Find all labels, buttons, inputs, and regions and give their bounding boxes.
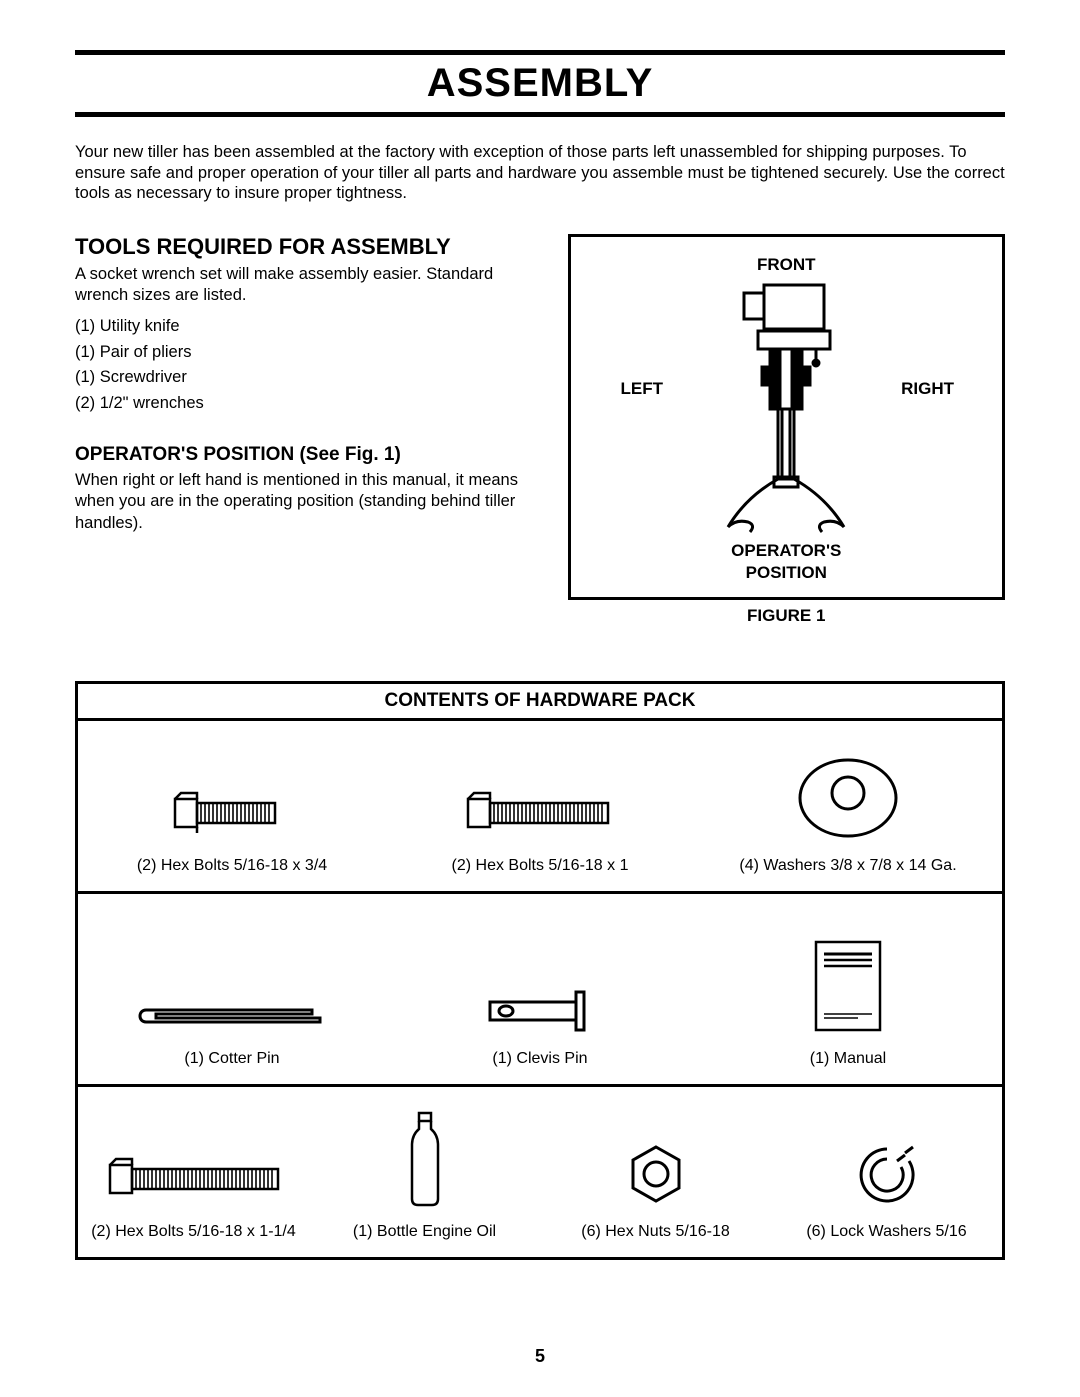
- bottle-icon: [400, 1109, 450, 1209]
- bolt-short-icon: [167, 783, 297, 843]
- bolt-med-icon: [460, 783, 620, 843]
- hardware-cell: (1) Clevis Pin: [386, 894, 694, 1084]
- hardware-table: CONTENTS OF HARDWARE PACK (2) Hex Bolts …: [75, 681, 1005, 1260]
- hardware-cell: (2) Hex Bolts 5/16-18 x 1-1/4: [78, 1087, 309, 1257]
- hardware-cell: (2) Hex Bolts 5/16-18 x 1: [386, 721, 694, 891]
- page-title: ASSEMBLY: [75, 61, 1005, 106]
- tools-intro: A socket wrench set will make assembly e…: [75, 264, 548, 306]
- bolt-long-icon: [104, 1149, 284, 1209]
- hardware-label: (1) Manual: [810, 1050, 886, 1068]
- figure-label-op2: POSITION: [746, 563, 827, 583]
- hardware-label: (6) Hex Nuts 5/16-18: [581, 1223, 730, 1241]
- hardware-label: (2) Hex Bolts 5/16-18 x 1: [452, 857, 629, 875]
- figure-caption: FIGURE 1: [568, 606, 1006, 626]
- tool-item: (1) Screwdriver: [75, 365, 548, 391]
- hardware-cell: (1) Cotter Pin: [78, 894, 386, 1084]
- figure-1: FRONT LEFT RIGHT OPERATOR'S POSITION: [568, 234, 1006, 600]
- hardware-label: (2) Hex Bolts 5/16-18 x 3/4: [137, 857, 327, 875]
- hardware-label: (1) Cotter Pin: [184, 1050, 279, 1068]
- hardware-cell: (1) Manual: [694, 894, 1002, 1084]
- hardware-label: (1) Bottle Engine Oil: [353, 1223, 496, 1241]
- hardware-cell: (6) Hex Nuts 5/16-18: [540, 1087, 771, 1257]
- clevis-pin-icon: [480, 986, 600, 1036]
- tool-list: (1) Utility knife (1) Pair of pliers (1)…: [75, 314, 548, 416]
- hex-nut-icon: [621, 1139, 691, 1209]
- hardware-label: (2) Hex Bolts 5/16-18 x 1-1/4: [91, 1223, 296, 1241]
- tools-heading: TOOLS REQUIRED FOR ASSEMBLY: [75, 234, 548, 260]
- page-number: 5: [535, 1346, 545, 1367]
- operator-text: When right or left hand is mentioned in …: [75, 470, 548, 533]
- tool-item: (2) 1/2" wrenches: [75, 391, 548, 417]
- operator-heading: OPERATOR'S POSITION (See Fig. 1): [75, 444, 548, 466]
- tiller-diagram-icon: [686, 267, 886, 547]
- hardware-label: (4) Washers 3/8 x 7/8 x 14 Ga.: [739, 857, 956, 875]
- tool-item: (1) Utility knife: [75, 314, 548, 340]
- manual-icon: [808, 936, 888, 1036]
- figure-label-right: RIGHT: [901, 379, 954, 399]
- hardware-cell: (2) Hex Bolts 5/16-18 x 3/4: [78, 721, 386, 891]
- tool-item: (1) Pair of pliers: [75, 340, 548, 366]
- figure-label-left: LEFT: [621, 379, 664, 399]
- hardware-cell: (4) Washers 3/8 x 7/8 x 14 Ga.: [694, 721, 1002, 891]
- hardware-cell: (1) Bottle Engine Oil: [309, 1087, 540, 1257]
- lock-washer-icon: [847, 1139, 927, 1209]
- intro-paragraph: Your new tiller has been assembled at th…: [75, 142, 1005, 204]
- hardware-label: (1) Clevis Pin: [492, 1050, 587, 1068]
- washer-flat-icon: [793, 753, 903, 843]
- hardware-label: (6) Lock Washers 5/16: [806, 1223, 966, 1241]
- hardware-cell: (6) Lock Washers 5/16: [771, 1087, 1002, 1257]
- cotter-pin-icon: [132, 996, 332, 1036]
- hardware-title: CONTENTS OF HARDWARE PACK: [78, 684, 1002, 721]
